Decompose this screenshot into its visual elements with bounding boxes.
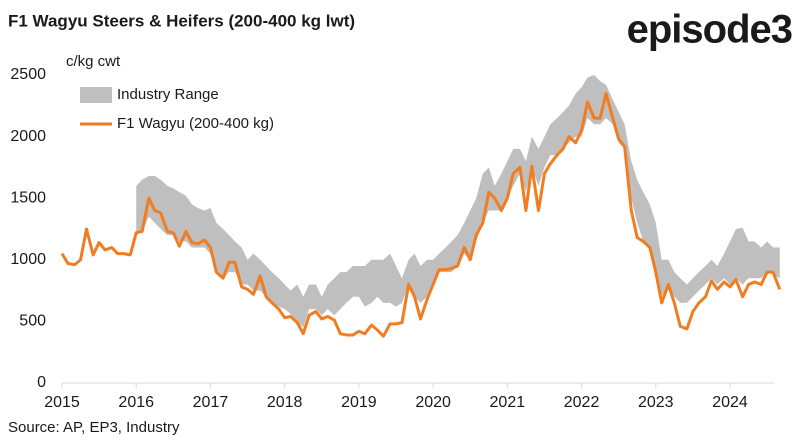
chart-title: F1 Wagyu Steers & Heifers (200-400 kg lw…: [8, 11, 355, 30]
x-tick-label: 2015: [44, 394, 80, 411]
y-tick-label: 2500: [10, 66, 46, 83]
y-axis-label: c/kg cwt: [66, 53, 121, 70]
x-tick-label: 2018: [267, 394, 303, 411]
y-tick-label: 1500: [10, 189, 46, 206]
y-tick-label: 500: [19, 313, 46, 330]
legend-label: Industry Range: [117, 86, 219, 103]
legend-swatch: [80, 87, 112, 103]
y-tick-label: 2000: [10, 128, 46, 145]
x-tick-label: 2020: [415, 394, 451, 411]
x-tick-label: 2016: [118, 394, 154, 411]
data-line: [60, 91, 782, 338]
y-tick-label: 1000: [10, 251, 46, 268]
x-tick-label: 2017: [193, 394, 229, 411]
x-tick-label: 2024: [712, 394, 748, 411]
y-tick-label: 0: [37, 374, 46, 391]
legend-label: F1 Wagyu (200-400 kg): [117, 115, 274, 132]
x-tick-label: 2021: [490, 394, 526, 411]
source-note: Source: AP, EP3, Industry: [8, 419, 180, 436]
logo: episode3: [627, 8, 792, 52]
range-band: [136, 75, 780, 328]
x-tick-label: 2022: [564, 394, 600, 411]
x-tick-label: 2019: [341, 394, 377, 411]
x-tick-label: 2023: [638, 394, 674, 411]
